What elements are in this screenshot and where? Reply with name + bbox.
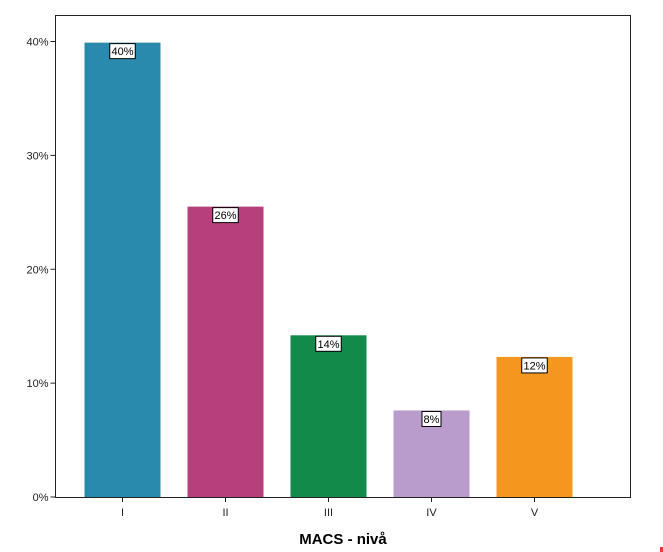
bars: 40% 26% 14% 8% 12% [84, 42, 573, 498]
bar-I [84, 42, 161, 498]
y-tick-label: 10% [26, 378, 48, 390]
data-label-box [109, 43, 136, 60]
corner-marker [660, 547, 663, 552]
data-label: 40% [111, 46, 133, 58]
y-axis: 0% 10% 20% 30% 40% [26, 37, 56, 504]
data-label: 8% [424, 414, 440, 426]
x-tick-label: IV [426, 507, 437, 519]
x-tick-label: II [222, 507, 228, 519]
y-tick-label: 0% [33, 492, 49, 504]
y-tick-label: 20% [26, 264, 48, 276]
bar-II [187, 206, 264, 497]
data-label-box [315, 335, 342, 352]
x-tick-label: V [531, 507, 539, 519]
data-label: 26% [214, 210, 236, 222]
data-label: 14% [317, 339, 339, 351]
x-tick-label: I [121, 507, 124, 519]
x-axis-title: MACS - nivå [299, 531, 387, 548]
data-label-box [521, 357, 548, 374]
x-tick-label: III [324, 507, 333, 519]
data-label-box [421, 410, 442, 427]
y-tick-label: 40% [26, 37, 48, 49]
data-label-box [212, 207, 239, 224]
bar-III [290, 335, 367, 497]
data-label: 12% [523, 360, 545, 372]
y-tick-label: 30% [26, 150, 48, 162]
bar-V [496, 356, 573, 497]
x-axis: I II III IV V [121, 497, 539, 519]
